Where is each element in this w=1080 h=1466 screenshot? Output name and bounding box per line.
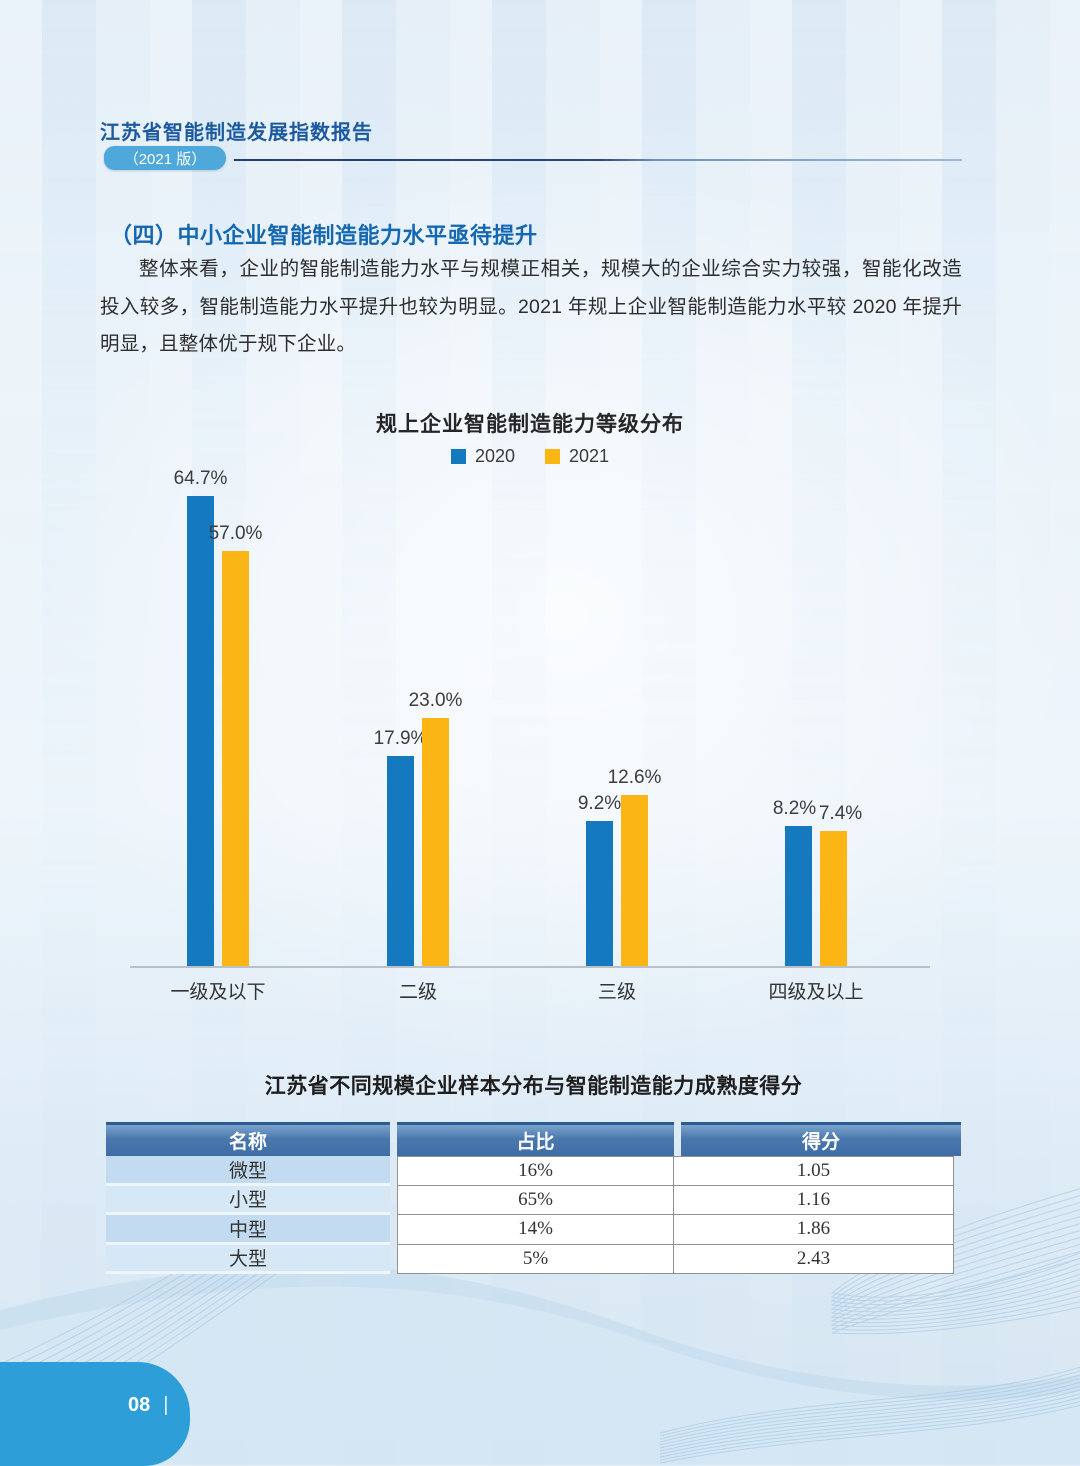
table-cell: 微型 [106, 1156, 390, 1186]
bar-2021-二级 [422, 718, 449, 966]
bar-2020-三级 [586, 821, 613, 966]
edition-badge: （2021 版） [104, 146, 226, 170]
bar-2021-四级及以上 [820, 831, 847, 966]
x-axis-category-label: 一级及以下 [170, 982, 266, 1003]
x-axis-line [130, 966, 930, 968]
bar-2021-一级及以下 [222, 551, 249, 966]
legend-swatch-icon [450, 449, 466, 464]
table-header-cell: 得分 [681, 1122, 961, 1156]
bar-value-label: 7.4% [818, 803, 863, 824]
legend-label: 2020 [474, 446, 515, 466]
bar-2021-三级 [621, 795, 648, 966]
x-axis-category-label: 三级 [597, 982, 637, 1003]
page-number-value: 08 [128, 1394, 151, 1416]
bar-group-2: 17.9% 23.0% 二级 [374, 470, 463, 1003]
section-heading: （四）中小企业智能制造能力水平亟待提升 [110, 223, 538, 248]
table-row: 微型 16% 1.05 [106, 1156, 961, 1186]
bar-value-label: 64.7% [173, 468, 228, 489]
bar-2020-一级及以下 [187, 496, 214, 966]
bar-value-label: 12.6% [607, 767, 662, 788]
table-header-cell: 占比 [397, 1122, 674, 1156]
bar-value-label: 23.0% [408, 690, 463, 711]
table-cell: 小型 [106, 1185, 390, 1215]
table-title: 江苏省不同规模企业样本分布与智能制造能力成熟度得分 [264, 1074, 803, 1098]
table-cell: 1.86 [674, 1215, 954, 1245]
legend-label: 2021 [569, 446, 610, 466]
table-row: 中型 14% 1.86 [106, 1215, 961, 1245]
bar-2020-二级 [387, 756, 414, 966]
report-title: 江苏省智能制造发展指数报告 [100, 122, 373, 144]
bar-value-label: 8.2% [772, 798, 817, 819]
header-divider-line [234, 159, 962, 161]
table-header-row: 名称 占比 得分 [106, 1122, 961, 1156]
table-row: 大型 5% 2.43 [106, 1244, 961, 1274]
table-cell: 5% [397, 1244, 674, 1274]
table-cell: 2.43 [674, 1244, 954, 1274]
table-cell: 中型 [106, 1215, 390, 1245]
bar-value-label: 57.0% [208, 523, 263, 544]
table-header-cell: 名称 [106, 1122, 390, 1156]
chart-title: 规上企业智能制造能力等级分布 [376, 412, 684, 436]
bar-group-3: 9.2% 12.6% 三级 [578, 470, 662, 1003]
bar-group-4: 8.2% 7.4% 四级及以上 [768, 470, 863, 1003]
table-cell: 65% [397, 1185, 674, 1215]
table-cell: 1.05 [674, 1156, 954, 1186]
legend-item-2020: 2020 [450, 446, 515, 467]
x-axis-category-label: 二级 [398, 982, 438, 1003]
footer-tab [0, 1362, 190, 1466]
table-body: 微型 16% 1.05 小型 65% 1.16 中型 14% 1.86 大型 5% 2.43 [106, 1156, 961, 1274]
chart-legend: 2020 2021 [130, 446, 930, 467]
data-table: 名称 占比 得分 微型 16% 1.05 小型 65% 1.16 中型 14% 1.86 大型 5% 2.… [106, 1122, 961, 1274]
legend-item-2021: 2021 [545, 446, 609, 467]
table-cell: 14% [397, 1215, 674, 1245]
bar-value-label: 17.9% [373, 728, 428, 749]
page-number-separator: | [163, 1394, 169, 1416]
table-row: 小型 65% 1.16 [106, 1185, 961, 1215]
bar-group-1: 64.7% 57.0% 一级及以下 [170, 468, 265, 1003]
bar-value-label: 9.2% [577, 793, 622, 814]
table-cell: 1.16 [674, 1185, 954, 1215]
table-cell: 大型 [106, 1244, 390, 1274]
legend-swatch-icon [545, 449, 560, 464]
bar-2020-四级及以上 [785, 826, 812, 966]
table-cell: 16% [397, 1156, 674, 1186]
x-axis-category-label: 四级及以上 [768, 982, 864, 1003]
chart-plot: 64.7% 57.0% 一级及以下 17.9% 23.0% 二级 9.2% 12.6% 三级 8.… [130, 468, 930, 1003]
body-paragraph: 整体来看，企业的智能制造能力水平与规模正相关，规模大的企业综合实力较强，智能化改… [100, 258, 962, 355]
page-number: 08 | [128, 1394, 168, 1417]
